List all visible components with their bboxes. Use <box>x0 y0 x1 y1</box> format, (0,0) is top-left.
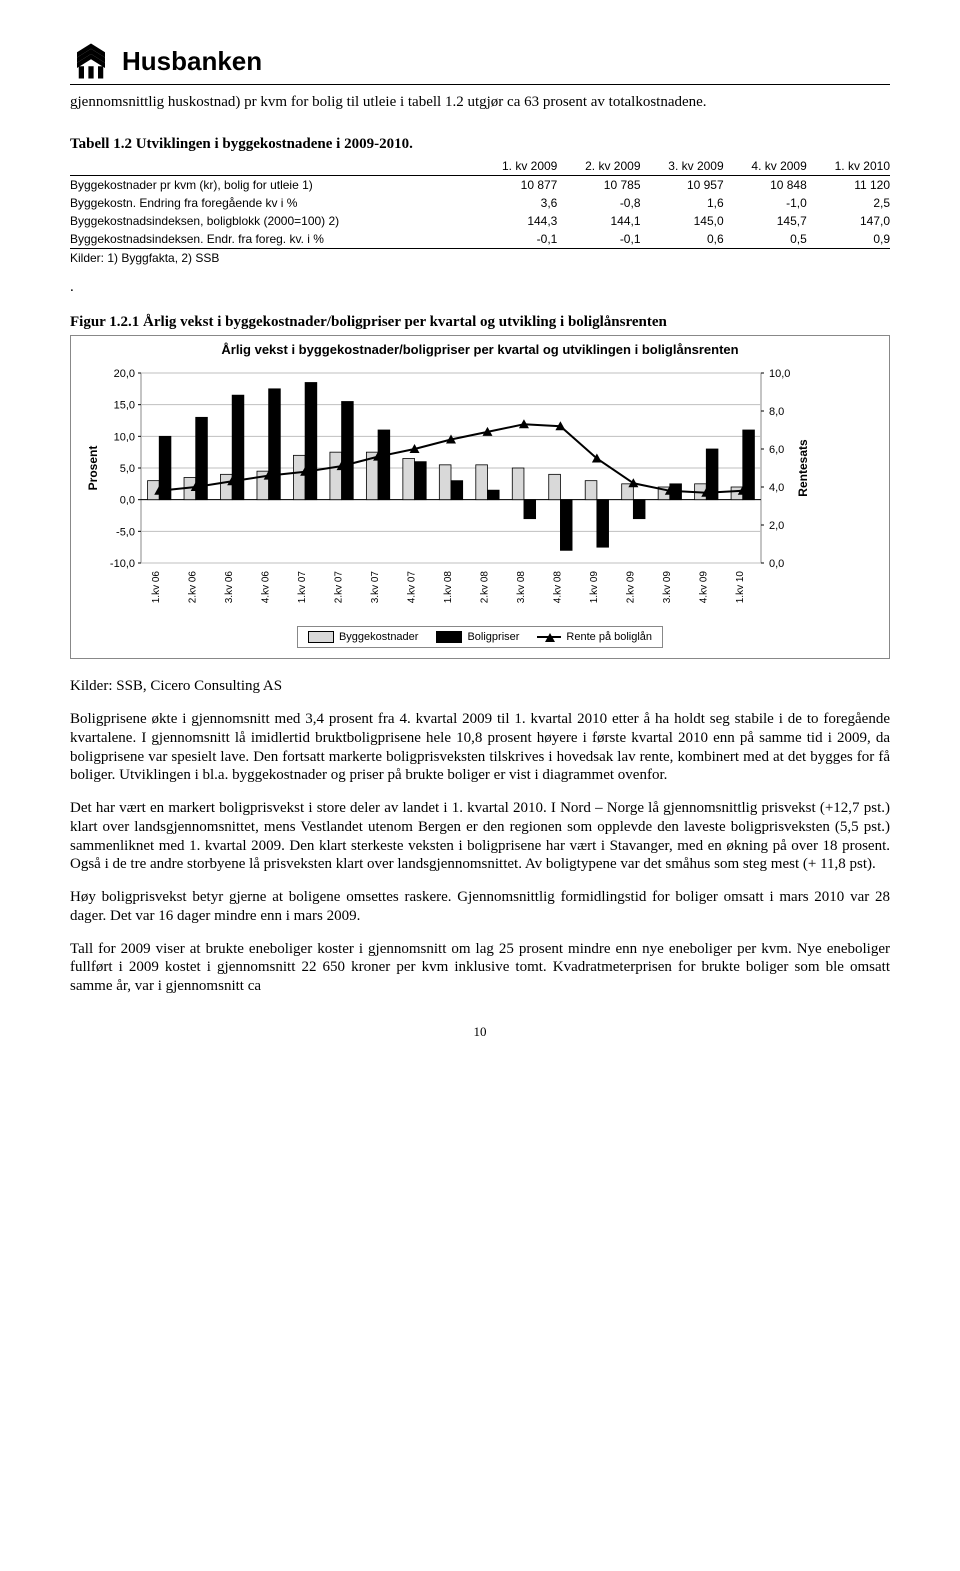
body-p4: Tall for 2009 viser at brukte eneboliger… <box>70 940 890 996</box>
svg-text:5,0: 5,0 <box>120 463 135 475</box>
svg-text:20,0: 20,0 <box>114 368 135 380</box>
bar-line-chart: -10,0 -5,0 0,0 5,0 10,0 15,0 20,0 0,0 2,0 4,0 6,0 8… <box>81 363 821 613</box>
svg-text:3.kv 07: 3.kv 07 <box>370 571 381 604</box>
table-row: Byggekostnadsindeksen, boligblokk (2000=… <box>70 212 890 230</box>
svg-text:2.kv 06: 2.kv 06 <box>188 571 199 604</box>
table-header-row: 1. kv 2009 2. kv 2009 3. kv 2009 4. kv 2… <box>70 157 890 176</box>
svg-text:1.kv 09: 1.kv 09 <box>589 571 600 604</box>
svg-text:6,0: 6,0 <box>769 444 784 456</box>
chart-title: Årlig vekst i byggekostnader/boligpriser… <box>81 342 879 358</box>
svg-text:3.kv 08: 3.kv 08 <box>516 571 527 604</box>
legend-rente: Rente på boliglån <box>537 631 652 643</box>
svg-text:0,0: 0,0 <box>120 495 135 507</box>
table-row: Byggekostnader pr kvm (kr), bolig for ut… <box>70 175 890 194</box>
svg-text:-10,0: -10,0 <box>110 558 135 570</box>
svg-text:0,0: 0,0 <box>769 558 784 570</box>
svg-text:10,0: 10,0 <box>114 432 135 444</box>
table-row: Byggekostn. Endring fra foregående kv i … <box>70 194 890 212</box>
svg-text:4.kv 08: 4.kv 08 <box>552 571 563 604</box>
svg-text:15,0: 15,0 <box>114 400 135 412</box>
figure-source: Kilder: SSB, Cicero Consulting AS <box>70 677 890 696</box>
svg-text:1.kv 06: 1.kv 06 <box>151 571 162 604</box>
svg-text:3.kv 06: 3.kv 06 <box>224 571 235 604</box>
svg-text:4,0: 4,0 <box>769 482 784 494</box>
swatch-bolig-icon <box>436 631 462 643</box>
col-4: 4. kv 2009 <box>724 157 807 176</box>
col-3: 3. kv 2009 <box>641 157 724 176</box>
table-row: Byggekostnadsindeksen. Endr. fra foreg. … <box>70 230 890 249</box>
svg-text:1.kv 08: 1.kv 08 <box>443 571 454 604</box>
page-number: 10 <box>70 1024 890 1040</box>
body-p1: Boligprisene økte i gjennomsnitt med 3,4… <box>70 710 890 785</box>
col-blank <box>70 157 474 176</box>
table-title: Tabell 1.2 Utviklingen i byggekostnadene… <box>70 136 890 153</box>
svg-text:10,0: 10,0 <box>769 368 790 380</box>
svg-text:1.kv 07: 1.kv 07 <box>297 571 308 604</box>
chart-legend: Byggekostnader Boligpriser Rente på boli… <box>297 626 663 648</box>
svg-text:Rentesats: Rentesats <box>796 439 810 497</box>
svg-text:2.kv 09: 2.kv 09 <box>625 571 636 604</box>
svg-text:Prosent: Prosent <box>86 446 100 491</box>
svg-text:8,0: 8,0 <box>769 406 784 418</box>
svg-text:1.kv 10: 1.kv 10 <box>735 571 746 604</box>
svg-text:4.kv 07: 4.kv 07 <box>407 571 418 604</box>
swatch-bygge-icon <box>308 631 334 643</box>
table-source: Kilder: 1) Byggfakta, 2) SSB <box>70 251 890 265</box>
svg-text:4.kv 06: 4.kv 06 <box>261 571 272 604</box>
swatch-rente-icon <box>537 636 561 638</box>
page-header: Husbanken <box>70 40 890 85</box>
brand-name: Husbanken <box>122 46 262 77</box>
svg-text:-5,0: -5,0 <box>116 527 135 539</box>
svg-text:2.kv 07: 2.kv 07 <box>334 571 345 604</box>
legend-bolig: Boligpriser <box>436 631 519 643</box>
col-5: 1. kv 2010 <box>807 157 890 176</box>
legend-bygge: Byggekostnader <box>308 631 419 643</box>
body-p2: Det har vært en markert boligprisvekst i… <box>70 799 890 874</box>
col-2: 2. kv 2009 <box>557 157 640 176</box>
body-p3: Høy boligprisvekst betyr gjerne at bolig… <box>70 888 890 926</box>
col-1: 1. kv 2009 <box>474 157 557 176</box>
svg-text:2.kv 08: 2.kv 08 <box>479 571 490 604</box>
figure-caption-prefix: . <box>70 279 890 296</box>
page: Husbanken gjennomsnittlig huskostnad) pr… <box>0 0 960 1080</box>
svg-text:2,0: 2,0 <box>769 520 784 532</box>
cost-table: 1. kv 2009 2. kv 2009 3. kv 2009 4. kv 2… <box>70 157 890 249</box>
figure-caption: Figur 1.2.1 Årlig vekst i byggekostnader… <box>70 314 890 331</box>
chart-container: Årlig vekst i byggekostnader/boligpriser… <box>70 335 890 660</box>
svg-text:4.kv 09: 4.kv 09 <box>698 571 709 604</box>
husbanken-logo-icon <box>70 40 112 82</box>
intro-paragraph: gjennomsnittlig huskostnad) pr kvm for b… <box>70 93 890 112</box>
svg-text:3.kv 09: 3.kv 09 <box>662 571 673 604</box>
